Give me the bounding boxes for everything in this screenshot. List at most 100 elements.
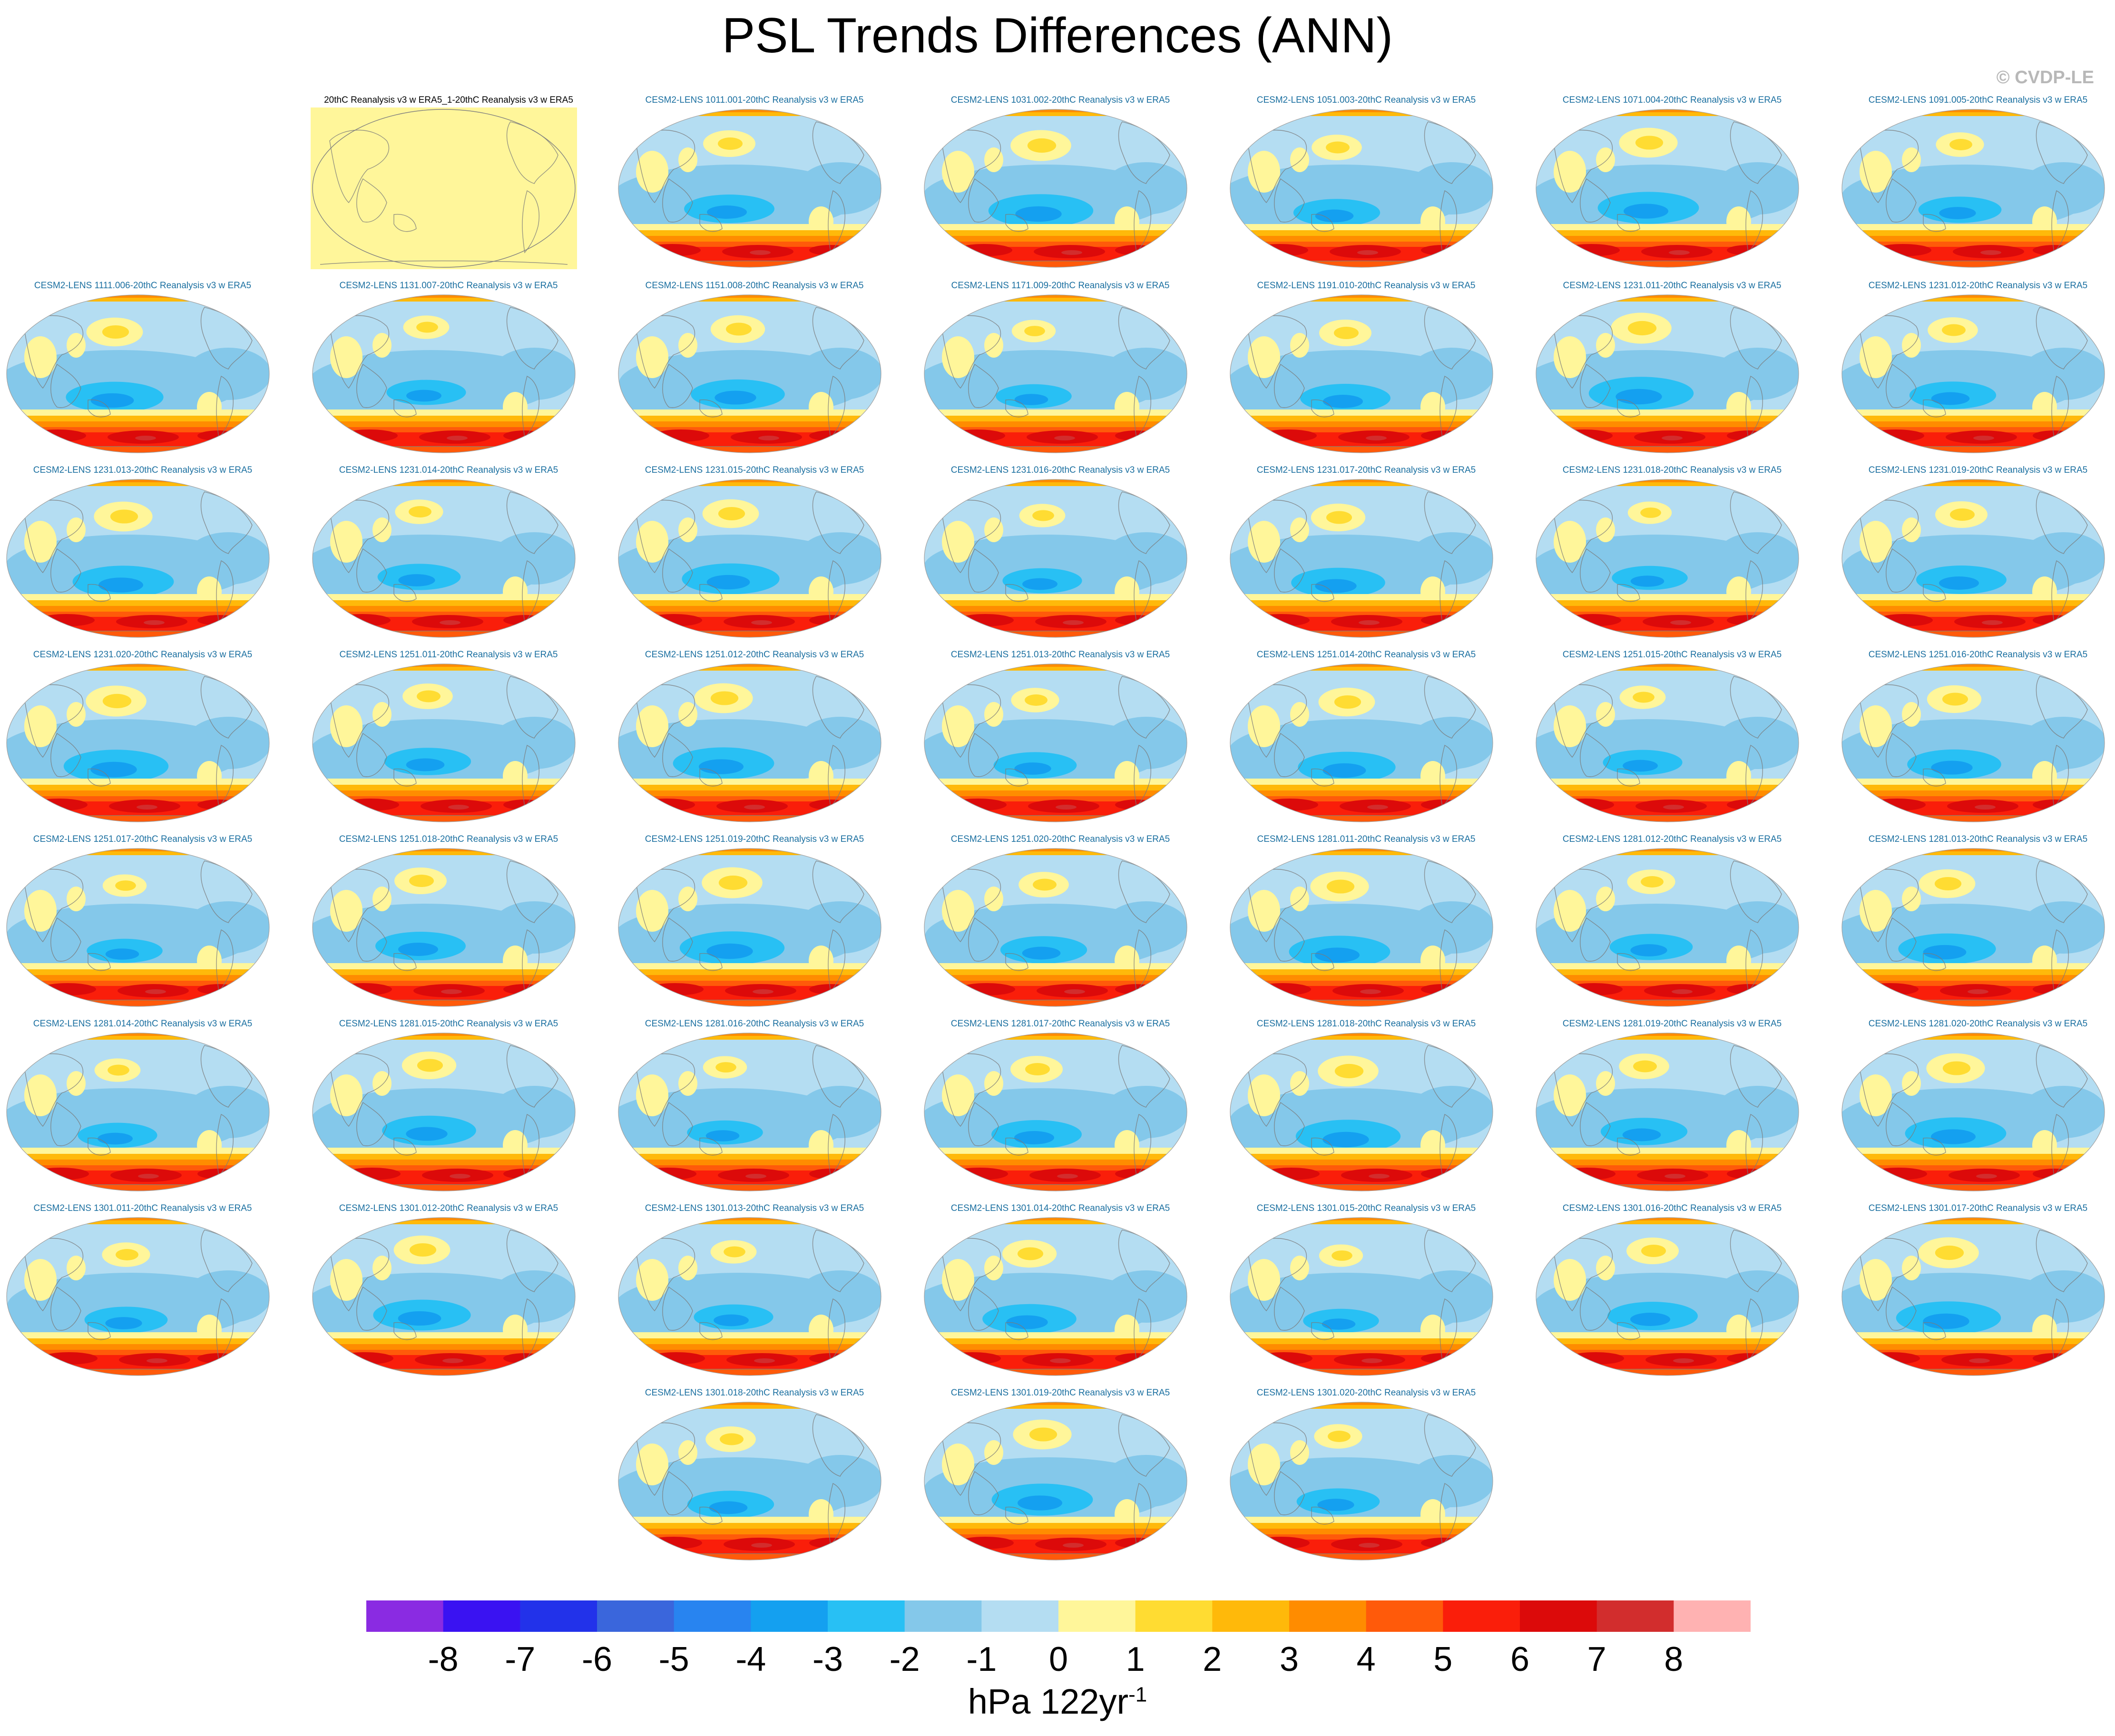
trend-map (1841, 1033, 2105, 1191)
panel-title: CESM2-LENS 1031.002-20thC Reanalysis v3 … (950, 95, 1170, 105)
colorbar-tick-label: 2 (1203, 1640, 1222, 1677)
map-panel: CESM2-LENS 1301.012-20thC Reanalysis v3 … (306, 1203, 591, 1389)
trend-map (924, 479, 1187, 638)
panel-title: CESM2-LENS 1301.016-20thC Reanalysis v3 … (1562, 1203, 1782, 1213)
trend-map (6, 663, 270, 822)
map-panel: CESM2-LENS 1131.007-20thC Reanalysis v3 … (306, 281, 591, 466)
map-panel: CESM2-LENS 1281.013-20thC Reanalysis v3 … (1835, 834, 2115, 1020)
colorbar-tick-label: -8 (428, 1640, 459, 1677)
trend-map (1536, 294, 1799, 453)
colorbar-swatch (1443, 1600, 1520, 1632)
map-panel: CESM2-LENS 1231.011-20thC Reanalysis v3 … (1529, 281, 1815, 466)
colorbar-tick-label: 4 (1357, 1640, 1376, 1677)
panel-title: CESM2-LENS 1191.010-20thC Reanalysis v3 … (1257, 281, 1476, 291)
panel-title: CESM2-LENS 1301.011-20thC Reanalysis v3 … (33, 1203, 252, 1213)
map-panel: CESM2-LENS 1251.019-20thC Reanalysis v3 … (612, 834, 897, 1020)
trend-map (1536, 109, 1799, 268)
map-panel: CESM2-LENS 1231.012-20thC Reanalysis v3 … (1835, 281, 2115, 466)
map-panel: CESM2-LENS 1301.018-20thC Reanalysis v3 … (612, 1388, 897, 1573)
trend-map (924, 1033, 1187, 1191)
panel-title: CESM2-LENS 1301.018-20thC Reanalysis v3 … (645, 1388, 864, 1398)
trend-map (1841, 1217, 2105, 1376)
trend-map (312, 294, 576, 453)
panel-title: CESM2-LENS 1301.019-20thC Reanalysis v3 … (950, 1388, 1170, 1398)
panel-title: CESM2-LENS 1251.013-20thC Reanalysis v3 … (950, 650, 1170, 660)
colorbar-tick-label: -1 (966, 1640, 997, 1677)
colorbar-swatch (674, 1600, 751, 1632)
panel-title: CESM2-LENS 1301.014-20thC Reanalysis v3 … (950, 1203, 1170, 1213)
map-panel: CESM2-LENS 1281.011-20thC Reanalysis v3 … (1224, 834, 1509, 1020)
trend-map (924, 294, 1187, 453)
figure-title: PSL Trends Differences (ANN) (722, 8, 1393, 63)
trend-map (1841, 848, 2105, 1007)
trend-map (312, 848, 576, 1007)
map-panel: CESM2-LENS 1251.012-20thC Reanalysis v3 … (612, 650, 897, 835)
colorbar-swatch (366, 1600, 444, 1632)
map-panel: CESM2-LENS 1281.014-20thC Reanalysis v3 … (0, 1019, 285, 1204)
panel-title: CESM2-LENS 1301.017-20thC Reanalysis v3 … (1868, 1203, 2088, 1213)
map-panel: CESM2-LENS 1091.005-20thC Reanalysis v3 … (1835, 95, 2115, 281)
panel-title: CESM2-LENS 1091.005-20thC Reanalysis v3 … (1868, 95, 2088, 105)
map-panel: CESM2-LENS 1171.009-20thC Reanalysis v3 … (918, 281, 1203, 466)
trend-map (1841, 663, 2105, 822)
colorbar-swatch (520, 1600, 597, 1632)
map-panel: CESM2-LENS 1301.020-20thC Reanalysis v3 … (1224, 1388, 1509, 1573)
colorbar-tick-label: 5 (1433, 1640, 1452, 1677)
map-panel: CESM2-LENS 1301.014-20thC Reanalysis v3 … (918, 1203, 1203, 1389)
colorbar-unit-exponent: -1 (1128, 1683, 1147, 1707)
panel-title: CESM2-LENS 1281.015-20thC Reanalysis v3 … (339, 1019, 558, 1029)
panel-title: CESM2-LENS 1231.016-20thC Reanalysis v3 … (950, 465, 1170, 475)
trend-map (1841, 294, 2105, 453)
colorbar-swatch (1289, 1600, 1367, 1632)
map-panel: CESM2-LENS 1301.011-20thC Reanalysis v3 … (0, 1203, 285, 1389)
panel-title: CESM2-LENS 1231.014-20thC Reanalysis v3 … (339, 465, 558, 475)
map-panel: CESM2-LENS 1301.019-20thC Reanalysis v3 … (918, 1388, 1203, 1573)
map-panel: CESM2-LENS 1281.017-20thC Reanalysis v3 … (918, 1019, 1203, 1204)
map-panel: CESM2-LENS 1281.020-20thC Reanalysis v3 … (1835, 1019, 2115, 1204)
trend-map (6, 294, 270, 453)
panel-title: CESM2-LENS 1251.017-20thC Reanalysis v3 … (33, 834, 253, 844)
trend-map (618, 479, 881, 638)
map-panel: CESM2-LENS 1231.015-20thC Reanalysis v3 … (612, 465, 897, 651)
panel-title: CESM2-LENS 1251.011-20thC Reanalysis v3 … (339, 650, 558, 660)
panel-title: 20thC Reanalysis v3 w ERA5_1-20thC Reana… (324, 95, 573, 105)
panel-title: CESM2-LENS 1281.018-20thC Reanalysis v3 … (1256, 1019, 1476, 1029)
map-panel: CESM2-LENS 1231.017-20thC Reanalysis v3 … (1224, 465, 1509, 651)
map-panel: CESM2-LENS 1031.002-20thC Reanalysis v3 … (918, 95, 1203, 281)
panel-title: CESM2-LENS 1251.015-20thC Reanalysis v3 … (1562, 650, 1782, 660)
colorbar-unit: hPa 122yr (968, 1682, 1129, 1721)
panel-title: CESM2-LENS 1251.016-20thC Reanalysis v3 … (1868, 650, 2088, 660)
trend-map (618, 109, 881, 268)
colorbar-tick-label: 7 (1587, 1640, 1606, 1677)
panel-title: CESM2-LENS 1231.011-20thC Reanalysis v3 … (1563, 281, 1782, 291)
panel-title: CESM2-LENS 1301.015-20thC Reanalysis v3 … (1256, 1203, 1476, 1213)
panel-title: CESM2-LENS 1281.012-20thC Reanalysis v3 … (1562, 834, 1782, 844)
panel-title: CESM2-LENS 1151.008-20thC Reanalysis v3 … (645, 281, 864, 291)
panel-title: CESM2-LENS 1281.016-20thC Reanalysis v3 … (645, 1019, 864, 1029)
panel-title: CESM2-LENS 1281.011-20thC Reanalysis v3 … (1257, 834, 1476, 844)
trend-map (1230, 848, 1493, 1007)
trend-map (1536, 479, 1799, 638)
map-panel: CESM2-LENS 1051.003-20thC Reanalysis v3 … (1224, 95, 1509, 281)
panel-title: CESM2-LENS 1231.013-20thC Reanalysis v3 … (33, 465, 253, 475)
map-panel: CESM2-LENS 1251.013-20thC Reanalysis v3 … (918, 650, 1203, 835)
colorbar-swatch (981, 1600, 1059, 1632)
map-panel: CESM2-LENS 1281.016-20thC Reanalysis v3 … (612, 1019, 897, 1204)
panel-title: CESM2-LENS 1131.007-20thC Reanalysis v3 … (339, 281, 558, 291)
panel-title: CESM2-LENS 1231.012-20thC Reanalysis v3 … (1868, 281, 2088, 291)
trend-map (1536, 1217, 1799, 1376)
copyright-label: © CVDP-LE (1996, 68, 2094, 88)
trend-map (1841, 479, 2105, 638)
panel-title: CESM2-LENS 1281.013-20thC Reanalysis v3 … (1868, 834, 2088, 844)
trend-map (924, 663, 1187, 822)
colorbar-swatch (1674, 1600, 1751, 1632)
colorbar-swatch (904, 1600, 982, 1632)
colorbar-tick-label: -5 (659, 1640, 689, 1677)
panel-title: CESM2-LENS 1251.018-20thC Reanalysis v3 … (339, 834, 558, 844)
trend-map (924, 1402, 1187, 1560)
colorbar-swatch (443, 1600, 520, 1632)
trend-map (312, 1217, 576, 1376)
map-panel: CESM2-LENS 1301.016-20thC Reanalysis v3 … (1529, 1203, 1815, 1389)
map-panel: CESM2-LENS 1281.019-20thC Reanalysis v3 … (1529, 1019, 1815, 1204)
